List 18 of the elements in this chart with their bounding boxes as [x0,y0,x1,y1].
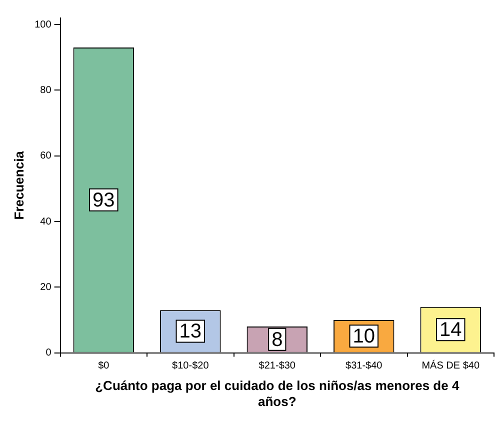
x-tick-label: MÁS DE $40 [422,360,480,372]
y-tick-label: 0 [46,348,52,359]
y-axis-title: Frecuencia [11,150,26,220]
x-axis-title: ¿Cuánto paga por el cuidado de los niños/as menores de 4 años? [95,378,460,409]
data-label: 13 [179,320,202,343]
y-tick-label: 40 [40,216,52,228]
data-label: 8 [272,328,283,351]
data-label: 10 [352,326,376,348]
data-label: 14 [440,319,462,342]
data-label: 93 [92,189,115,212]
y-tick-label: 80 [40,84,52,96]
y-tick-label: 100 [34,19,52,30]
x-tick-label: $21-$30 [258,360,296,372]
x-tick-label: $31-$40 [346,360,383,372]
x-tick-label: $0 [98,360,110,372]
x-tick-label: $10-$20 [172,360,210,372]
y-tick-label: 60 [40,150,52,162]
y-tick-label: 20 [40,282,52,293]
